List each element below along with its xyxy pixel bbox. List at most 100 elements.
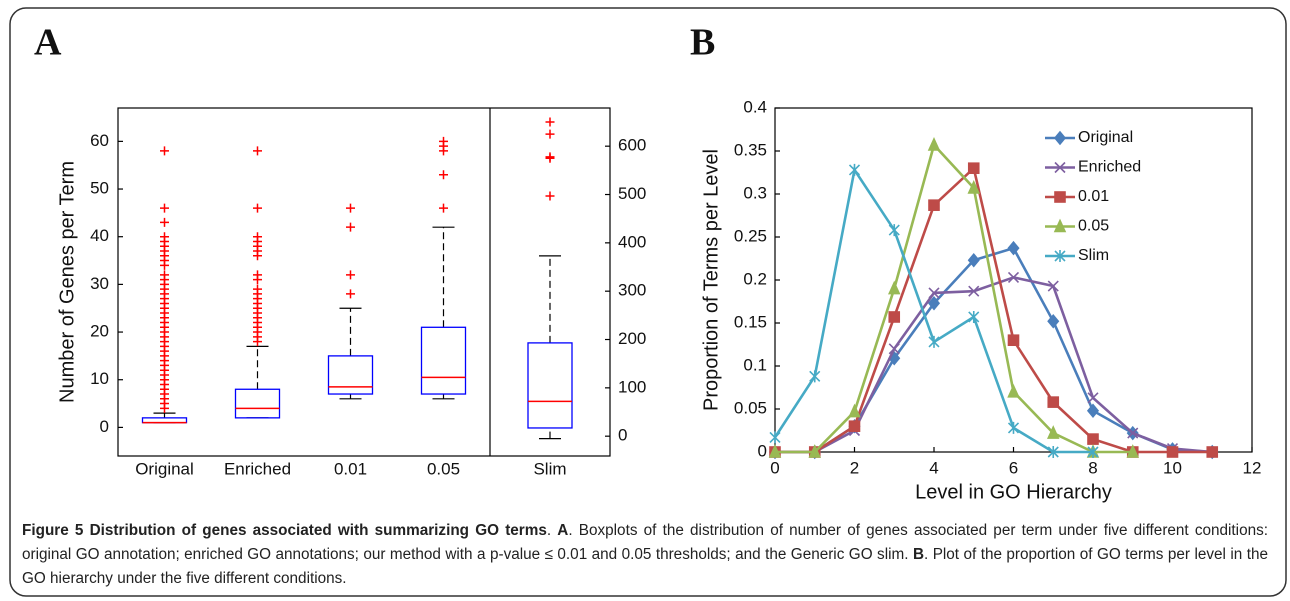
y-tick-label: 0 [100, 417, 109, 436]
y-tick-label: 0.05 [734, 398, 767, 417]
legend-label: Slim [1078, 247, 1109, 264]
series-line [775, 246, 1213, 454]
marker [927, 295, 941, 311]
y-tick-label: 10 [90, 369, 109, 388]
x-tick-label: Enriched [224, 459, 291, 478]
x-tick-label: Slim [533, 459, 566, 478]
outlier [160, 232, 169, 242]
x-axis-label: Level in GO Hierarchy [915, 481, 1112, 503]
y2-tick-label: 400 [618, 232, 646, 251]
marker [928, 335, 940, 348]
caption-text: Figure 5 Distribution of genes associate… [22, 522, 547, 539]
marker [1047, 425, 1060, 439]
legend-label: 0.05 [1078, 218, 1109, 235]
y-axis-label: Number of Genes per Term [56, 161, 78, 403]
marker [1007, 240, 1020, 256]
outlier [346, 222, 355, 232]
outlier [253, 232, 262, 242]
marker [888, 311, 901, 323]
legend-label: 0.01 [1078, 188, 1109, 205]
marker [848, 403, 861, 418]
y-axis-label: Proportion of Terms per Level [700, 149, 722, 411]
marker [1166, 446, 1179, 458]
outlier [160, 146, 169, 156]
marker [888, 280, 901, 295]
legend-label: Enriched [1078, 159, 1141, 176]
x-tick-label: 0 [770, 458, 779, 477]
caption-text: . Plot of the proportion of GO terms per… [22, 546, 1268, 587]
marker [1007, 383, 1020, 398]
marker [809, 370, 821, 383]
marker [808, 444, 821, 458]
legend-marker [1054, 161, 1066, 174]
marker [1047, 446, 1059, 458]
outlier [253, 284, 262, 294]
marker [1206, 446, 1219, 458]
y-tick-label: 60 [90, 131, 109, 150]
series-line [773, 166, 1093, 454]
y2-tick-label: 600 [618, 136, 646, 155]
y2-tick-label: 100 [618, 377, 646, 396]
marker [928, 287, 940, 299]
outlier [545, 152, 555, 162]
series-line [775, 142, 1133, 454]
y-tick-label: 50 [90, 179, 109, 198]
marker [1087, 446, 1099, 458]
marker [1086, 403, 1100, 418]
x-tick-label: 0.05 [427, 459, 460, 478]
marker [928, 199, 940, 211]
plot-frame [117, 107, 611, 457]
marker [1127, 427, 1139, 439]
marker [888, 224, 900, 237]
y-tick-label: 0.1 [743, 355, 767, 374]
legend-marker [1054, 250, 1066, 262]
marker [848, 420, 861, 433]
outlier [160, 203, 169, 213]
outlier [346, 270, 355, 280]
marker [1007, 271, 1020, 283]
marker [1126, 444, 1139, 458]
marker [769, 431, 781, 444]
caption-text: . [546, 522, 558, 539]
marker [888, 343, 900, 355]
x-tick-label: 10 [1163, 458, 1182, 477]
x-tick-label: 0.01 [334, 459, 367, 478]
marker [967, 180, 980, 194]
y-tick-label: 0.15 [734, 312, 767, 331]
box [327, 355, 374, 395]
outlier [253, 203, 262, 213]
marker [1047, 314, 1060, 329]
y2-tick-label: 500 [618, 184, 646, 203]
marker [968, 285, 980, 297]
outlier [346, 203, 355, 213]
marker [1007, 334, 1020, 347]
y-tick-label: 20 [90, 322, 109, 341]
outlier [545, 129, 555, 139]
y-tick-label: 30 [90, 274, 109, 293]
panel-label: A [34, 22, 62, 64]
y-tick-label: 40 [90, 226, 109, 245]
outlier [346, 289, 355, 299]
legend-marker [1053, 130, 1067, 146]
y2-tick-label: 0 [618, 426, 627, 445]
outlier [439, 170, 448, 180]
marker [968, 310, 980, 323]
outlier [253, 270, 262, 280]
x-tick-label: 4 [929, 458, 938, 477]
y-tick-label: 0.2 [743, 269, 767, 288]
box [234, 388, 281, 419]
outlier [545, 191, 555, 201]
outlier [253, 146, 262, 156]
marker [1047, 280, 1059, 292]
x-tick-label: 6 [1009, 458, 1018, 477]
y-tick-label: 0.25 [734, 226, 767, 245]
marker [1047, 396, 1060, 408]
marker [1007, 421, 1020, 434]
marker [768, 444, 782, 458]
legend-marker [1053, 218, 1067, 233]
marker [967, 162, 980, 174]
series-line [775, 165, 1213, 454]
x-tick-label: 2 [850, 458, 859, 477]
